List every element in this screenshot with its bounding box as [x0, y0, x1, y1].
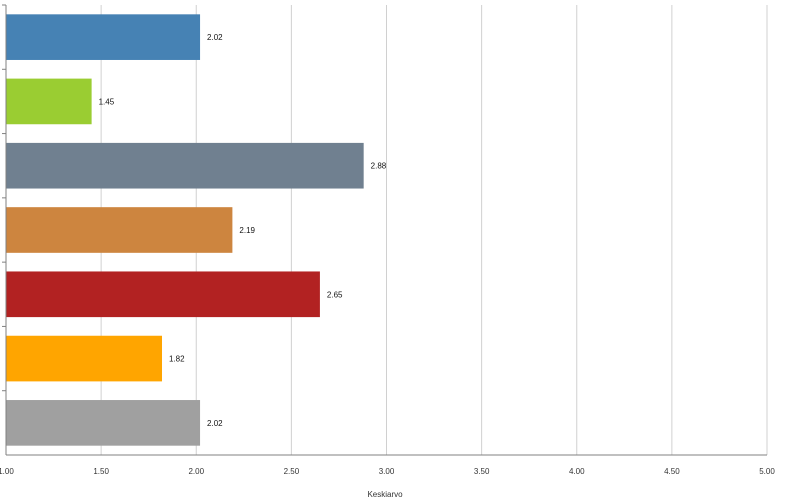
bar [6, 207, 233, 253]
data-label: 2.65 [327, 290, 343, 299]
x-tick-label: 5.00 [759, 467, 775, 476]
x-tick-label: 1.50 [93, 467, 109, 476]
bar [6, 335, 163, 382]
data-label: 2.02 [207, 33, 223, 42]
data-label: 2.19 [239, 226, 255, 235]
bar [6, 78, 92, 125]
x-tick-label: 4.00 [569, 467, 585, 476]
data-labels: 2.02 1.45 2.88 2.19 2.65 1.82 2.02 [99, 33, 387, 428]
axes [2, 4, 767, 456]
x-tick-label: 2.50 [284, 467, 300, 476]
x-tick-label: 3.50 [474, 467, 490, 476]
data-label: 2.88 [371, 162, 387, 171]
bar [6, 271, 320, 318]
bar [6, 400, 201, 446]
bar [6, 142, 364, 189]
x-axis-title: Keskiarvo [367, 490, 403, 499]
gridlines [100, 5, 768, 455]
x-tick-label: 2.00 [188, 467, 204, 476]
x-tick-label: 4.50 [664, 467, 680, 476]
x-tick-label: 1.00 [0, 467, 14, 476]
data-label: 1.45 [99, 97, 115, 106]
bar [6, 14, 201, 60]
data-label: 1.82 [169, 355, 185, 364]
bars [6, 14, 364, 446]
x-tick-label: 3.00 [379, 467, 395, 476]
x-tick-labels: 1.00 1.50 2.00 2.50 3.00 3.50 4.00 4.50 5.00 [0, 467, 775, 476]
data-label: 2.02 [207, 419, 223, 428]
